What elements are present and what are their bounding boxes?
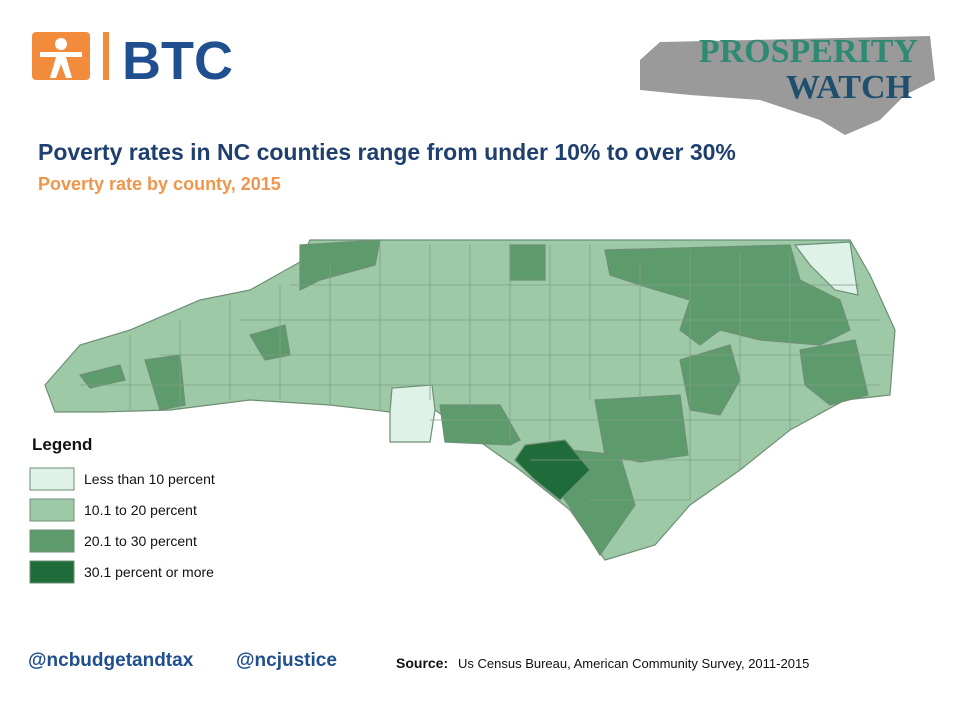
- legend-label: 20.1 to 30 percent: [84, 533, 197, 549]
- map: [44, 239, 896, 561]
- county-region-mid: [144, 354, 186, 411]
- county-region-mid: [594, 394, 689, 463]
- legend-swatch: [29, 467, 75, 491]
- legend: Less than 10 percent 10.1 to 20 percent 20…: [29, 467, 215, 584]
- source-label: Source:: [396, 655, 448, 671]
- source-text: Us Census Bureau, American Community Sur…: [458, 656, 809, 671]
- county-high: [514, 439, 591, 501]
- legend-swatch: [29, 560, 75, 584]
- brand-line1: PROSPERITY: [699, 33, 918, 70]
- county-region-mid: [299, 239, 381, 291]
- logo-divider: [103, 32, 109, 80]
- title: Poverty rates in NC counties range from …: [38, 139, 736, 165]
- county-lines: [80, 245, 890, 501]
- legend-label: Less than 10 percent: [84, 471, 215, 487]
- subtitle: Poverty rate by county, 2015: [38, 174, 281, 194]
- county-region-mid: [679, 344, 741, 416]
- county-region-mid: [799, 339, 869, 406]
- county-low: [793, 241, 859, 296]
- logo-icon-body: [40, 52, 82, 78]
- brand-line2: WATCH: [786, 69, 912, 106]
- handle: @ncbudgetandtax: [28, 650, 194, 671]
- county-region-mid: [509, 244, 546, 281]
- logo-text: BTC: [122, 31, 233, 91]
- county-region-mid: [439, 404, 521, 446]
- legend-label: 30.1 percent or more: [84, 564, 214, 580]
- legend-swatch: [29, 529, 75, 553]
- handle: @ncjustice: [236, 650, 337, 671]
- county-low: [389, 384, 436, 443]
- legend-title: Legend: [32, 435, 92, 454]
- county-region-mid: [78, 364, 126, 389]
- legend-label: 10.1 to 20 percent: [84, 502, 197, 518]
- legend-swatch: [29, 498, 75, 522]
- logo-icon-head: [55, 38, 67, 50]
- brand-shape: [640, 36, 935, 135]
